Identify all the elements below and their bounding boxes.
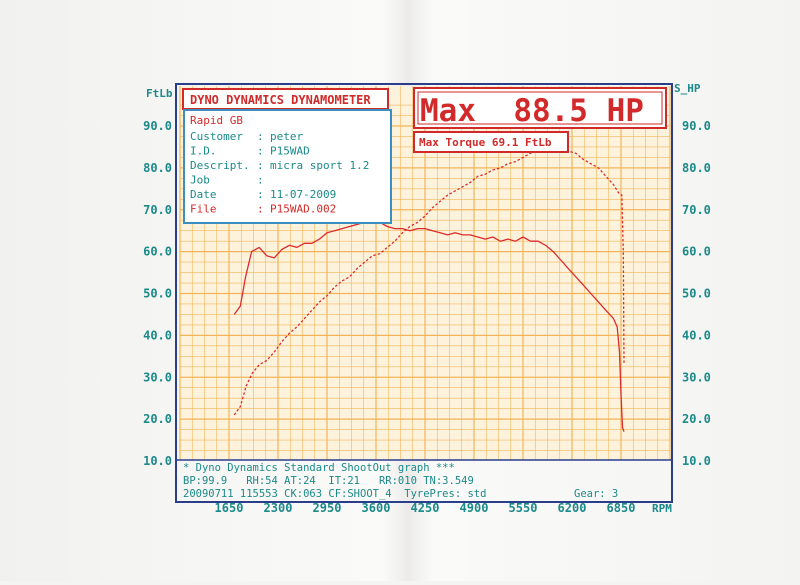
info-row-label: Customer [190,130,243,143]
info-row-value: micra sport 1.2 [270,159,369,172]
max-power-box [413,87,667,129]
left-axis-tick-label: 40.0 [143,328,172,342]
info-row-label: Descript. [190,159,250,172]
info-row-separator: : [257,130,264,143]
left-axis-tick-label: 90.0 [143,119,172,133]
max-power-box-inner [417,91,663,125]
right-axis-tick-label: 20.0 [682,412,711,426]
left-axis-tick-label: 20.0 [143,412,172,426]
info-row-value: P15WAD.002 [270,203,336,216]
left-axis-tick-label: 60.0 [143,245,172,259]
x-axis-tick-label: 2300 [264,501,293,515]
info-row-separator: : [257,174,264,187]
footer-line-3: 20090711 115553 CK:063 CF:SHOOT_4 TyrePr… [183,488,486,500]
x-axis-tick-label: 4900 [460,501,489,515]
right-axis-tick-label: 70.0 [682,203,711,217]
right-axis-tick-label: 50.0 [682,287,711,301]
x-axis-tick-label: 3600 [362,501,391,515]
left-axis-tick-label: 70.0 [143,203,172,217]
power-curve [233,144,625,416]
left-axis-tick-label: 50.0 [143,287,172,301]
right-axis-tick-label: 10.0 [682,454,711,468]
left-axis-tick-label: 10.0 [143,454,172,468]
max-torque-box [413,131,569,153]
info-row-label: Date [190,188,217,201]
left-axis-unit: FtLb [146,87,173,100]
x-axis-unit: RPM [652,502,672,515]
x-axis-tick-label: 6200 [558,501,587,515]
x-axis-tick-label: 2950 [313,501,342,515]
x-axis-ticks: 1650 2300 2950 3600 4250 4900 5550 6200 6850 [215,501,636,515]
axis-ticks: 10.0 20.0 30.0 40.0 50.0 60.0 70.0 80.0 90.0 10.0… [143,119,711,468]
info-row-separator: : [257,159,264,172]
footer-line-1: * Dyno Dynamics Standard ShootOut graph … [183,462,455,474]
info-rows: Customer: peter I.D.: P15WAD Descript.: micra… [190,130,369,216]
info-row-separator: : [257,188,264,201]
info-company: Rapid GB [190,114,243,127]
left-axis-tick-label: 80.0 [143,161,172,175]
footer-line-2: BP:99.9 RH:54 AT:24 IT:21 RR:010 TN:3.54… [183,475,474,487]
footer-gear: Gear: 3 [574,488,618,500]
max-torque: Max Torque 69.1 FtLb [419,136,552,149]
info-row-value: P15WAD [270,145,310,158]
info-row-label: File [190,203,217,216]
info-row-value: peter [270,130,303,143]
left-axis-tick-label: 30.0 [143,370,172,384]
right-axis-tick-label: 30.0 [682,370,711,384]
right-axis-unit: S_HP [674,82,701,95]
info-row-separator: : [257,145,264,158]
torque-curve [233,221,625,432]
x-axis-tick-label: 6850 [607,501,636,515]
info-row-separator: : [257,203,264,216]
right-axis-tick-label: 80.0 [682,161,711,175]
curves [233,144,625,432]
right-axis-tick-label: 60.0 [682,245,711,259]
x-axis-tick-label: 4250 [411,501,440,515]
outer-frame [175,83,673,503]
info-row-label: I.D. [190,145,217,158]
info-box [183,109,392,224]
x-axis-tick-label: 5550 [509,501,538,515]
info-row-label: Job [190,174,210,187]
right-axis-tick-label: 90.0 [682,119,711,133]
info-row-value: 11-07-2009 [270,188,336,201]
right-axis-tick-label: 40.0 [682,328,711,342]
x-axis-tick-label: 1650 [215,501,244,515]
chart-title: DYNO DYNAMICS DYNAMOMETER [190,93,371,107]
max-power: Max 88.5 HP [420,93,644,129]
